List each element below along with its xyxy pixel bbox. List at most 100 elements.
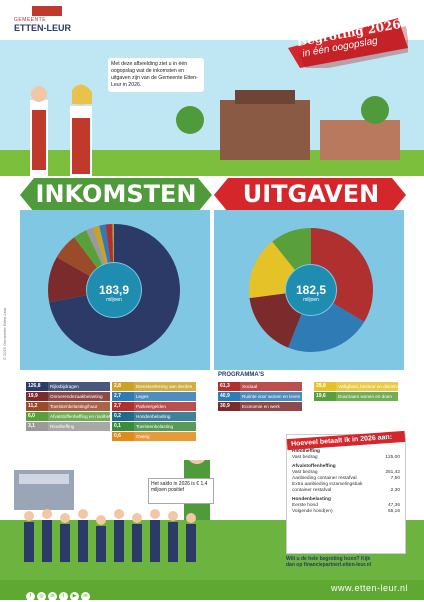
inkomsten-legend-value: 6,0 xyxy=(26,412,48,421)
afval-line-2: Extra aanbieding inzamelingsbak xyxy=(292,482,363,487)
donut-slice-4 xyxy=(272,228,311,270)
inkomsten-legend-row: 0,6 Overig xyxy=(112,432,208,441)
inkomsten-legend-label: Onroerendezaakbelasting xyxy=(48,392,110,401)
inkomsten-unit: miljoen xyxy=(106,297,122,303)
inkomsten-legend-label: Hondenbelasting xyxy=(134,412,196,421)
uitgaven-legend-label: Duurzaam wonen en doen xyxy=(336,392,398,401)
tax-callout: Hoeveel betaalt ik in 2026 aan: Rioolhef… xyxy=(286,430,406,554)
gemeente-logo: GEMEENTE ETTEN-LEUR xyxy=(14,6,84,34)
intro-text: Met deze afbeelding ziet u in één oogops… xyxy=(108,58,204,92)
inkomsten-legend-col1: 126,8 Rijksbijdragen 19,9 Onroerendezaakbel… xyxy=(26,382,122,432)
uitgaven-legend-row: 30,9 Economie en werk xyxy=(218,402,314,411)
honden-label: Hondenbelasting xyxy=(292,497,331,502)
inkomsten-legend-value: 2,7 xyxy=(112,392,134,401)
uitgaven-legend-col1: 61,3 Sociaal 40,9 Ruimte voor wonen en leve… xyxy=(218,382,314,412)
inkomsten-total: 183,9 xyxy=(98,283,130,297)
side-credit: © 2025 Gemeente Etten-Leur xyxy=(2,307,7,360)
instagram-icon[interactable]: ◎ xyxy=(37,592,46,601)
inkomsten-legend-value: 19,9 xyxy=(26,392,48,401)
inkomsten-legend-value: 0,6 xyxy=(112,432,134,441)
donut-slice-0 xyxy=(49,224,181,356)
uitgaven-header-shape xyxy=(214,178,406,212)
donut-hole xyxy=(87,263,141,317)
inkomsten-legend-row: 0,1 Toeristenbelasting xyxy=(112,422,208,431)
website-question[interactable]: Wilt u de hele begroting lezen? Kijk dan… xyxy=(286,556,372,568)
inkomsten-legend-col2: 2,8 Dienstverlening aan derden 2,7 Leges 2,7… xyxy=(112,382,208,442)
inkomsten-legend-value: 11,2 xyxy=(26,402,48,411)
youtube-icon[interactable]: ▶ xyxy=(70,592,79,601)
inkomsten-legend-row: 11,2 Toeristenbelasting/huur xyxy=(26,402,122,411)
inkomsten-header-shape xyxy=(20,178,212,212)
inkomsten-legend-row: 0,2 Hondenbelasting xyxy=(112,412,208,421)
honden-line-0: Eerste hond xyxy=(292,503,318,508)
donut-slice-0 xyxy=(311,228,373,322)
rioolheffing-label: Rioolheffing xyxy=(292,449,320,454)
mail-icon[interactable]: ✉ xyxy=(81,592,90,601)
uitgaven-legend-label: Ruimte voor wonen en leven xyxy=(240,392,302,401)
town-illustration xyxy=(30,84,400,176)
inkomsten-legend-row: 2,7 Parkeergelden xyxy=(112,402,208,411)
footer-bar xyxy=(0,580,424,600)
inkomsten-legend-label: Parkeergelden xyxy=(134,402,196,411)
inkomsten-legend-value: 0,2 xyxy=(112,412,134,421)
honden-line-1: Volgende hond(en) xyxy=(292,509,333,514)
uitgaven-title: UITGAVEN xyxy=(242,180,380,208)
uitgaven-donut-chart xyxy=(249,228,373,352)
rioolheffing-sub: Vast bedrag xyxy=(292,455,318,460)
uitgaven-legend-row: 19,6 Duurzaam wonen en doen xyxy=(314,392,410,401)
programmas-label: PROGRAMMA'S xyxy=(218,372,265,378)
afval-value-3: 2,30 xyxy=(390,488,400,493)
uitgaven-center: 182,5 miljoen xyxy=(281,283,341,303)
donut-slice-3 xyxy=(74,230,103,268)
honden-value-1: 65,16 xyxy=(387,509,400,514)
uitgaven-legend-label: Sociaal xyxy=(240,382,302,391)
donut-hole xyxy=(286,265,336,315)
inkomsten-legend-row: 19,9 Onroerendezaakbelasting xyxy=(26,392,122,401)
linkedin-icon[interactable]: in xyxy=(48,592,57,601)
uitgaven-legend-row: 61,3 Sociaal xyxy=(218,382,314,391)
uitgaven-unit: miljoen xyxy=(303,297,319,303)
logo-small-text: GEMEENTE xyxy=(14,17,47,23)
inkomsten-legend-label: Dienstverlening aan derden xyxy=(134,382,196,391)
inkomsten-center: 183,9 miljoen xyxy=(84,283,144,303)
social-icons: f ◎ in t ▶ ✉ xyxy=(26,584,92,602)
uitgaven-header: UITGAVEN xyxy=(218,178,404,210)
inkomsten-legend-value: 0,1 xyxy=(112,422,134,431)
donut-slice-1 xyxy=(288,303,365,352)
inkomsten-legend-label: Rijksbijdragen xyxy=(48,382,110,391)
uitgaven-legend-value: 30,9 xyxy=(218,402,240,411)
donut-slice-1 xyxy=(48,257,90,303)
rioolheffing-value: 125,00 xyxy=(385,455,400,460)
inkomsten-legend-value: 3,1 xyxy=(26,422,48,431)
inkomsten-legend-row: 2,7 Leges xyxy=(112,392,208,401)
inkomsten-legend-label: Overig xyxy=(134,432,196,441)
inkomsten-title: INKOMSTEN xyxy=(35,180,197,208)
donut-slice-7 xyxy=(105,224,114,263)
honden-value-0: 47,36 xyxy=(387,503,400,508)
twitter-icon[interactable]: t xyxy=(59,592,68,601)
uitgaven-legend-value: 61,3 xyxy=(218,382,240,391)
logo-emblem-icon xyxy=(32,6,62,16)
inkomsten-legend-value: 126,8 xyxy=(26,382,48,391)
footer-url[interactable]: www.etten-leur.nl xyxy=(330,583,408,593)
title-banner: Begroting 2026 in één oogopslag xyxy=(288,17,410,72)
facebook-icon[interactable]: f xyxy=(26,592,35,601)
uitgaven-legend-label: Economie en werk xyxy=(240,402,302,411)
afval-line-0: Vast bedrag xyxy=(292,470,318,475)
afval-value-1: 7,50 xyxy=(390,476,400,481)
donut-slice-2 xyxy=(56,237,98,277)
donut-slice-3 xyxy=(249,241,295,299)
donut-slice-6 xyxy=(99,224,111,263)
donut-slice-10 xyxy=(112,224,114,263)
banner-shape xyxy=(288,18,410,72)
afval-value-0: 251,42 xyxy=(385,470,400,475)
uitgaven-legend-label: Veiligheid, bestuur en dienstverlening xyxy=(336,382,398,391)
afval-label: Afvalstoffenheffing xyxy=(292,464,336,469)
uitgaven-legend-value: 19,6 xyxy=(314,392,336,401)
uitgaven-total: 182,5 xyxy=(295,283,327,297)
donut-slice-8 xyxy=(111,224,114,263)
inkomsten-donut-chart xyxy=(48,224,181,356)
